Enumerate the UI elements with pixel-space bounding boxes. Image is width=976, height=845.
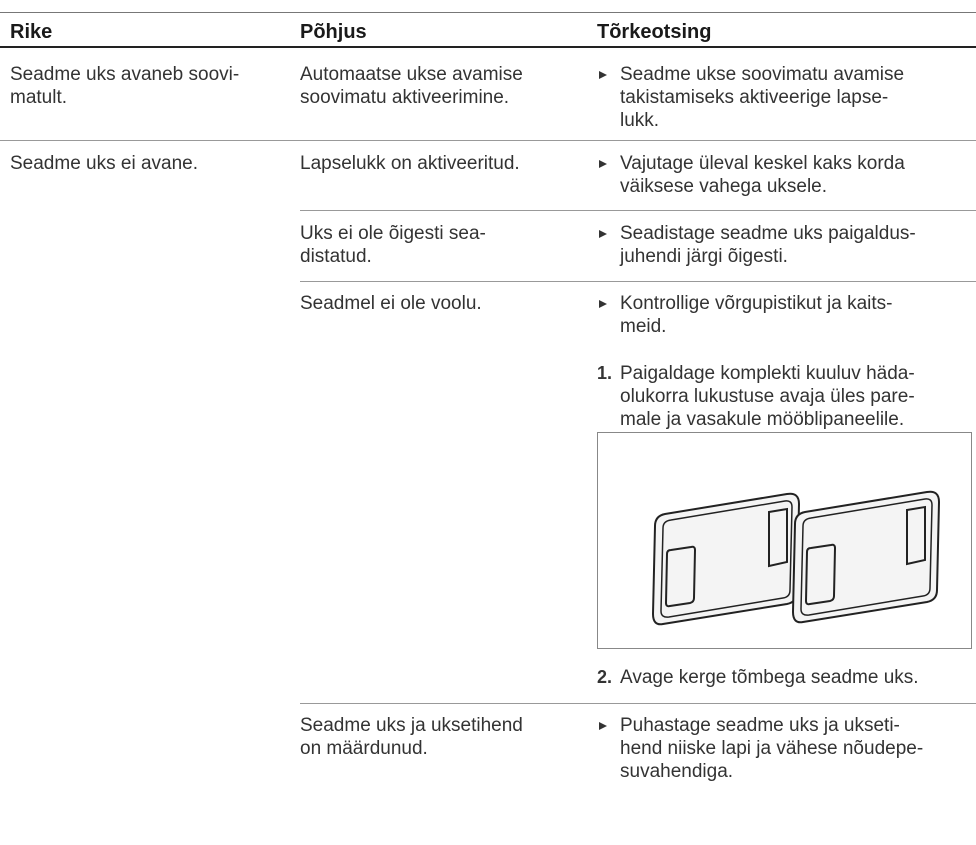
fault: Seadme uks avaneb soovi- matult. (10, 63, 239, 109)
remedy: Kontrollige võrgupistikut ja kaits- meid… (620, 292, 892, 338)
remedy: Paigaldage komplekti kuuluv häda- olukor… (620, 362, 915, 431)
text-line: Kontrollige võrgupistikut ja kaits- (620, 293, 893, 314)
text-line: distatud. (300, 246, 372, 267)
step-number: 2. (597, 667, 613, 687)
text-line: Lapselukk on aktiveeritud. (300, 153, 520, 174)
header-cell: Tõrkeotsing (597, 21, 712, 43)
text-line: hend niiske lapi ja vähese nõudepe- (620, 738, 924, 759)
text-line: Seadme uks avaneb soovi- (10, 64, 240, 85)
cause: Automaatse ukse avamise soovimatu aktive… (300, 63, 523, 109)
remedy: Seadistage seadme uks paigaldus- juhendi… (620, 222, 916, 268)
text-line: Automaatse ukse avamise (300, 64, 523, 85)
text-line: Puhastage seadme uks ja ukseti- (620, 715, 900, 736)
rule (0, 46, 976, 48)
step-number: 1. (597, 363, 613, 383)
text-line: soovimatu aktiveerimine. (300, 87, 510, 108)
text-line: lukk. (620, 110, 660, 131)
remedy: Seadme ukse soovimatu avamise takistamis… (620, 63, 904, 132)
text-line: Seadme ukse soovimatu avamise (620, 64, 905, 85)
text-line: olukorra lukustuse avaja üles pare- (620, 386, 915, 407)
cause: Seadme uks ja uksetihend on määrdunud. (300, 714, 523, 760)
remedy: Vajutage üleval keskel kaks korda väikse… (620, 152, 905, 198)
text-line: meid. (620, 316, 667, 337)
cause: Uks ei ole õigesti sea- distatud. (300, 222, 486, 268)
text-line: suvahendiga. (620, 761, 734, 782)
bullet (599, 722, 607, 730)
text-line: Vajutage üleval keskel kaks korda (620, 153, 905, 174)
text-line: male ja vasakule mööblipaneelile. (620, 409, 905, 430)
bullet (599, 300, 607, 308)
rule (300, 703, 976, 704)
text-line: matult. (10, 87, 68, 108)
bullet (599, 160, 607, 168)
header-cell: Rike (10, 21, 53, 43)
remedy: Avage kerge tõmbega seadme uks. (620, 666, 919, 689)
text-line: Seadmel ei ole voolu. (300, 293, 482, 314)
text-line: takistamiseks aktiveerige lapse- (620, 87, 889, 108)
fault: Seadme uks ei avane. (10, 152, 198, 175)
text-line: Avage kerge tõmbega seadme uks. (620, 667, 919, 688)
cause: Seadmel ei ole voolu. (300, 292, 482, 315)
text-line: juhendi järgi õigesti. (620, 246, 788, 267)
text-line: Paigaldage komplekti kuuluv häda- (620, 363, 915, 384)
text-line: Seadme uks ei avane. (10, 153, 199, 174)
text-line: on määrdunud. (300, 738, 428, 759)
bullet (599, 230, 607, 238)
cause: Lapselukk on aktiveeritud. (300, 152, 520, 175)
text-line: väiksese vahega uksele. (620, 176, 828, 197)
bullet (599, 71, 607, 79)
remedy: Puhastage seadme uks ja ukseti- hend nii… (620, 714, 923, 783)
text-line: Uks ei ole õigesti sea- (300, 223, 486, 244)
text-line: Seadistage seadme uks paigaldus- (620, 223, 916, 244)
rule (300, 210, 976, 211)
rule (300, 281, 976, 282)
plate (651, 492, 801, 626)
illustration (597, 432, 972, 649)
plate (791, 490, 941, 624)
text-line: Seadme uks ja uksetihend (300, 715, 523, 736)
rule (0, 12, 976, 13)
rule (0, 140, 976, 141)
header-cell: Põhjus (300, 21, 367, 43)
